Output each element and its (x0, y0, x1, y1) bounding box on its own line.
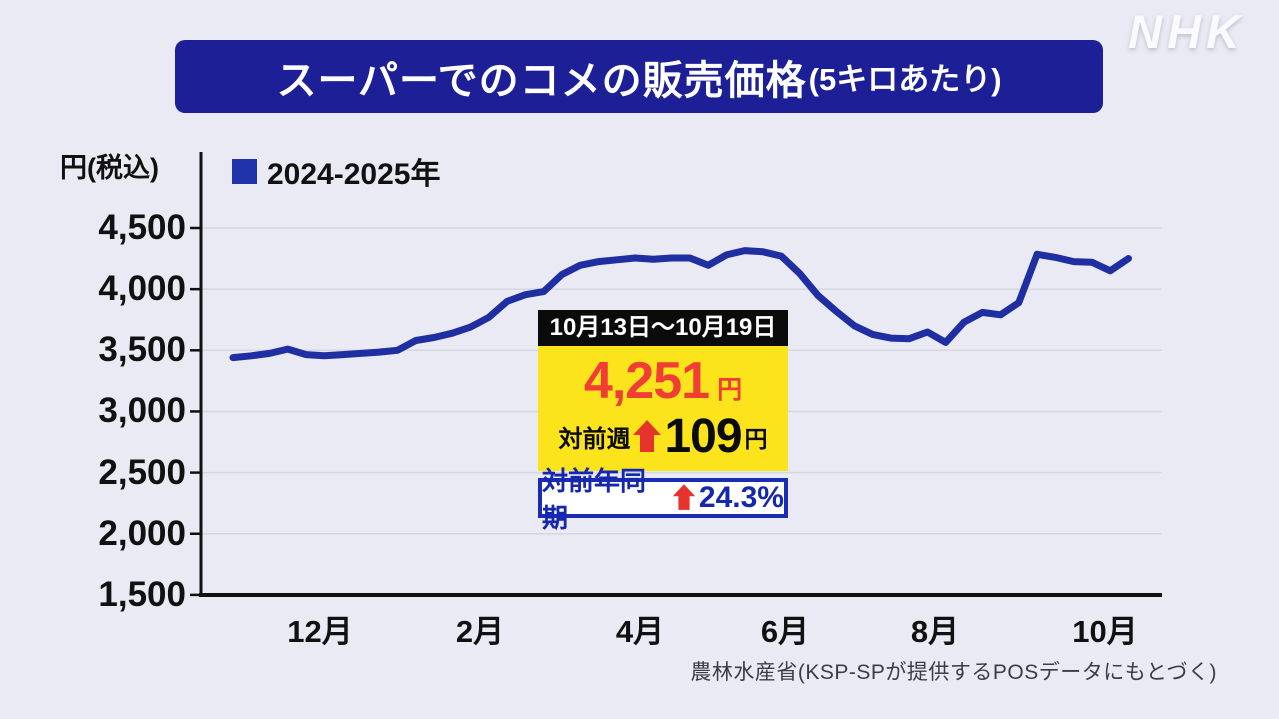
callout-wow-value: 109 (664, 409, 742, 463)
up-arrow-icon (672, 484, 696, 510)
callout-wow-label: 対前週 (558, 426, 631, 454)
y-axis-unit-label: 円(税込) (60, 153, 159, 183)
callout-body: 4,251 円 対前週 109 円 (538, 346, 788, 471)
price-callout: 10月13日～10月19日 4,251 円 対前週 109 円 対前年同期 24… (538, 310, 788, 533)
callout-price-row: 4,251 円 (538, 354, 788, 409)
callout-price-unit: 円 (717, 376, 743, 404)
page-title: スーパーでのコメの販売価格 (276, 58, 807, 103)
callout-price: 4,251 (583, 352, 710, 410)
page-title-sub: (5キロあたり) (808, 62, 1002, 97)
legend-swatch-icon (232, 158, 257, 184)
up-arrow-icon (633, 420, 662, 453)
nhk-logo: NHK (1128, 5, 1245, 58)
chart-legend: 2024-2025年 (232, 149, 440, 193)
source-note: 農林水産省(KSP-SPが提供するPOSデータにもとづく) (690, 661, 1217, 684)
title-banner: スーパーでのコメの販売価格 (5キロあたり) (175, 40, 1103, 113)
callout-wow-unit: 円 (744, 425, 768, 452)
callout-period: 10月13日～10月19日 (538, 310, 788, 346)
callout-yoy-label: 対前年同期 (542, 465, 647, 533)
callout-yoy-value: 24.3% (698, 480, 784, 514)
callout-yoy: 対前年同期 24.3% (538, 466, 788, 533)
callout-wow-row: 対前週 109 円 (538, 409, 788, 463)
legend-label: 2024-2025年 (267, 158, 441, 191)
